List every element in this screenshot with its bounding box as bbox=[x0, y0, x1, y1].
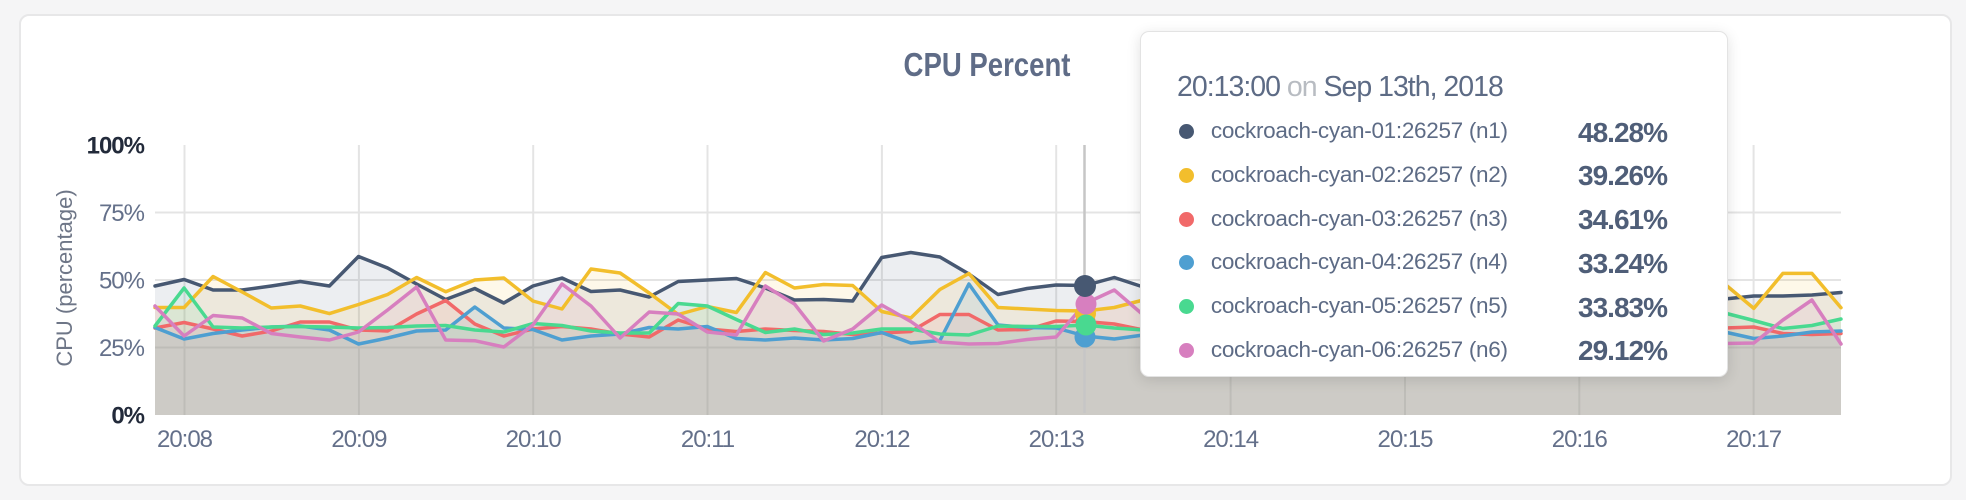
svg-text:20:14: 20:14 bbox=[1203, 426, 1259, 453]
svg-text:CPU (percentage): CPU (percentage) bbox=[52, 189, 77, 366]
svg-text:20:13: 20:13 bbox=[1029, 426, 1085, 453]
svg-text:20:17: 20:17 bbox=[1726, 426, 1782, 453]
svg-text:75%: 75% bbox=[99, 200, 145, 227]
svg-text:100%: 100% bbox=[87, 133, 145, 160]
svg-text:0%: 0% bbox=[111, 403, 144, 430]
svg-text:50%: 50% bbox=[99, 268, 145, 295]
svg-text:20:12: 20:12 bbox=[854, 426, 910, 453]
svg-text:20:16: 20:16 bbox=[1552, 426, 1608, 453]
svg-text:20:15: 20:15 bbox=[1377, 426, 1433, 453]
svg-text:20:11: 20:11 bbox=[681, 426, 735, 453]
svg-text:25%: 25% bbox=[99, 335, 145, 362]
svg-text:20:08: 20:08 bbox=[157, 426, 213, 453]
svg-text:20:09: 20:09 bbox=[331, 426, 387, 453]
svg-text:20:10: 20:10 bbox=[506, 426, 562, 453]
